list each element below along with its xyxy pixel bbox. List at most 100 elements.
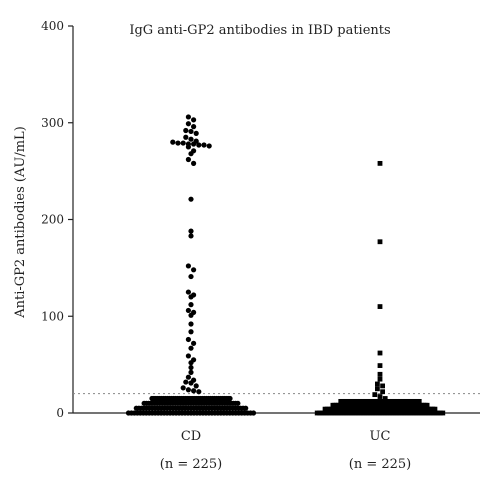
data-point <box>188 329 194 335</box>
chart-title: IgG anti-GP2 antibodies in IBD patients <box>129 23 390 38</box>
data-point <box>336 410 342 416</box>
data-point <box>185 289 191 295</box>
data-point <box>418 410 424 416</box>
data-point <box>377 304 383 309</box>
data-point <box>188 302 194 308</box>
data-point <box>183 379 189 385</box>
y-axis-label: Anti-GP2 antibodies (AU/mL) <box>13 126 28 319</box>
y-tick-label: 200 <box>41 213 64 227</box>
data-point <box>185 374 191 380</box>
data-point <box>380 389 385 395</box>
data-point <box>191 117 197 123</box>
data-point <box>384 410 390 416</box>
data-point <box>201 142 207 148</box>
data-point <box>408 410 414 416</box>
data-point <box>416 398 422 404</box>
data-point <box>353 410 359 416</box>
data-point <box>377 371 383 377</box>
data-point <box>196 142 202 148</box>
data-point <box>372 410 378 416</box>
data-point <box>377 394 383 399</box>
data-point <box>188 151 194 157</box>
data-point <box>380 410 385 416</box>
data-point <box>433 410 438 416</box>
data-point <box>227 395 233 402</box>
data-point <box>180 140 186 146</box>
data-point <box>185 336 191 343</box>
data-point <box>382 396 388 401</box>
data-point <box>382 410 388 416</box>
data-point <box>188 369 194 375</box>
x-labels: CD (n = 225) UC (n = 225) <box>160 429 412 472</box>
data-point <box>377 239 383 245</box>
data-point <box>355 410 361 416</box>
data-point <box>399 410 405 416</box>
data-point <box>191 267 197 273</box>
data-point <box>375 410 380 416</box>
group-count-label: (n = 225) <box>349 457 412 472</box>
data-point <box>430 410 436 416</box>
y-tick-label: 300 <box>41 116 64 130</box>
data-point <box>380 383 385 389</box>
data-point <box>170 139 176 145</box>
data-point <box>191 141 197 147</box>
data-points <box>125 114 446 416</box>
data-point <box>185 156 191 163</box>
x-category-label: UC <box>370 429 391 444</box>
data-point <box>428 410 434 416</box>
data-point <box>322 410 327 416</box>
data-point <box>375 381 380 387</box>
data-point <box>185 144 191 150</box>
data-point <box>191 160 197 166</box>
data-point <box>191 388 197 394</box>
data-point <box>319 410 325 416</box>
data-point <box>175 140 181 146</box>
data-point <box>346 410 352 416</box>
data-point <box>188 128 194 135</box>
data-point <box>188 136 194 142</box>
data-point <box>206 143 212 149</box>
data-point <box>188 380 194 386</box>
x-category-label: CD <box>181 429 201 444</box>
data-point <box>188 228 194 234</box>
data-point <box>389 410 395 416</box>
data-point <box>188 364 194 371</box>
data-point <box>372 392 378 398</box>
data-point <box>180 385 186 391</box>
data-point <box>435 410 441 416</box>
data-point <box>423 410 429 416</box>
data-point <box>188 294 194 300</box>
y-tick-label: 100 <box>41 309 64 323</box>
data-point <box>377 376 383 382</box>
data-point <box>188 345 194 351</box>
data-point <box>341 410 347 416</box>
y-tick-label: 0 <box>56 406 64 420</box>
data-point <box>193 383 199 389</box>
data-point <box>188 273 194 280</box>
y-ticks: 0 100 200 300 400 <box>41 19 73 420</box>
data-point <box>411 410 417 416</box>
data-point <box>185 307 191 314</box>
data-point <box>406 410 412 416</box>
data-point <box>394 410 400 416</box>
data-point <box>424 402 430 408</box>
data-point <box>317 410 323 416</box>
data-point <box>437 410 443 416</box>
data-point <box>235 400 241 406</box>
data-point <box>243 405 249 411</box>
data-point <box>329 410 335 416</box>
data-point <box>401 410 407 416</box>
data-point <box>392 410 397 416</box>
group-count-label: (n = 225) <box>160 457 223 472</box>
data-point <box>416 410 422 416</box>
data-point <box>377 363 383 368</box>
data-point <box>377 410 383 416</box>
data-point <box>387 410 393 416</box>
data-point <box>334 410 339 416</box>
data-point <box>396 410 402 416</box>
data-point <box>348 410 354 416</box>
data-point <box>188 196 194 202</box>
data-point <box>185 114 191 120</box>
data-point <box>185 353 191 359</box>
